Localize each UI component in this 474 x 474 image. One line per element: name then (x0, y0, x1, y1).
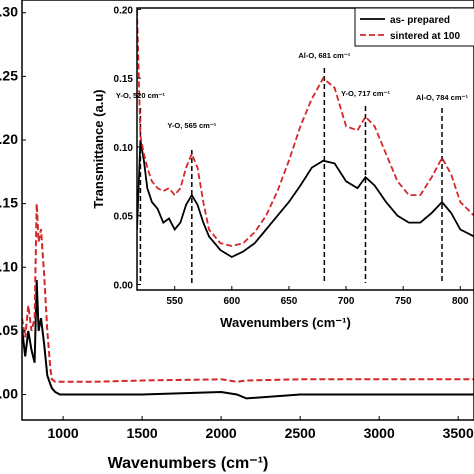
y-tick-label: 0.10 (114, 143, 134, 154)
x-tick-label: 800 (452, 296, 469, 307)
x-tick-label: 750 (395, 296, 412, 307)
axes-frame (21, 0, 474, 421)
annotation: Al-O, 681 cm⁻¹ (298, 51, 350, 60)
legend-box (354, 7, 474, 47)
x-tick-label: 650 (281, 296, 298, 307)
x-tick-label: 550 (166, 296, 183, 307)
y-tick-label: 0.20 (114, 5, 134, 16)
y-axis-label: Transmittance (a.u) (91, 89, 106, 208)
annotation: Y-O, 520 cm⁻¹ (116, 91, 165, 100)
y-tick-label: 0.30 (0, 4, 18, 20)
x-tick-label: 2000 (206, 425, 237, 441)
plot-area (22, 203, 474, 400)
y-tick-label: 0.05 (114, 212, 134, 223)
axes-frame (136, 7, 474, 291)
series-line (22, 279, 474, 400)
y-tick-label: 0.05 (0, 322, 18, 338)
x-axis-label: Wavenumbers (cm⁻¹) (220, 315, 351, 330)
x-tick-label: 2500 (285, 425, 316, 441)
x-tick-label: 600 (223, 296, 240, 307)
x-tick-label: 3500 (443, 425, 474, 441)
y-tick-label: 0.15 (0, 195, 18, 211)
y-tick-label: 0.20 (0, 131, 18, 147)
series-line (22, 203, 474, 383)
x-tick-label: 1000 (48, 425, 79, 441)
x-axis-label: Wavenumbers (cm⁻¹) (108, 455, 269, 472)
series-line (137, 139, 474, 259)
y-tick-label: 0.25 (0, 67, 18, 83)
series-line (137, 9, 474, 247)
plot-area (137, 9, 474, 283)
y-tick-label: 0.15 (114, 74, 134, 85)
x-tick-label: 1500 (127, 425, 158, 441)
x-tick-label: 700 (338, 296, 355, 307)
y-tick-label: 0.00 (0, 386, 18, 402)
inset-background (137, 8, 474, 290)
x-tick-label: 3000 (364, 425, 395, 441)
legend-label: as- prepared (390, 15, 450, 26)
y-tick-label: 0.00 (114, 280, 134, 291)
annotation: Y-O, 565 cm⁻¹ (167, 121, 216, 130)
annotation: Al-O, 784 cm⁻¹ (416, 93, 468, 102)
y-tick-label: 0.10 (0, 258, 18, 274)
annotation: Y-O, 717 cm⁻¹ (341, 89, 390, 98)
legend-label: sintered at 100 (390, 31, 460, 42)
